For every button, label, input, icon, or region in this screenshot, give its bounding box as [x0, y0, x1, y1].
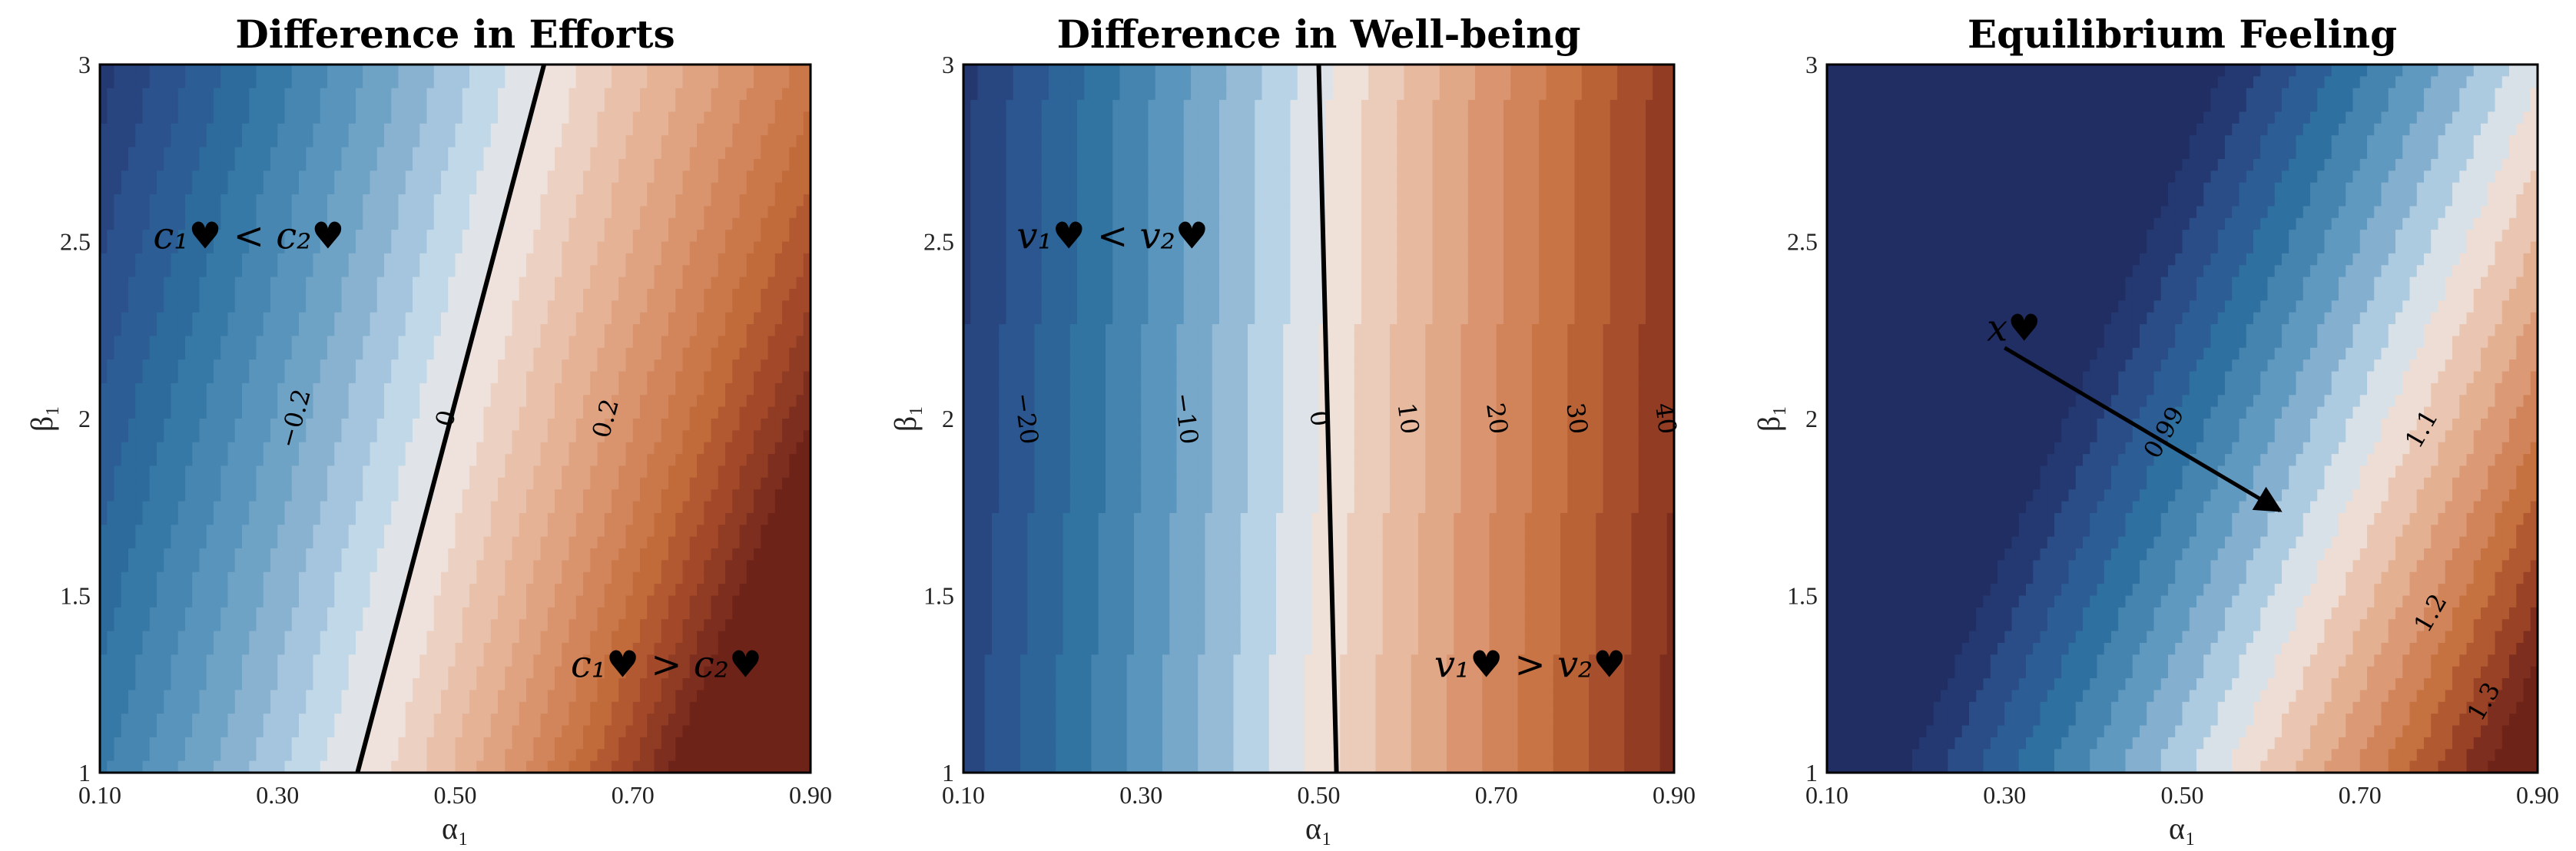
zero-contour-line: [355, 64, 547, 773]
chart-title: Equilibrium Feeling: [1968, 12, 2397, 57]
plot-frame: [98, 63, 812, 774]
y-tick-label: 1: [1805, 759, 1818, 786]
x-tick-label: 0.10: [78, 781, 121, 809]
y-tick-label: 1: [942, 759, 954, 786]
y-axis-label: β₁: [1752, 406, 1786, 432]
contour-label: 40: [1649, 401, 1683, 436]
y-tick-label: 1.5: [60, 582, 91, 610]
x-tick-label: 0.30: [1983, 781, 2026, 809]
contour-label: 20: [1480, 401, 1513, 436]
y-tick-label: 3: [942, 51, 954, 78]
x-tick-label: 0.70: [2339, 781, 2382, 809]
annotation: c₁♥ < c₂♥: [153, 215, 344, 258]
x-tick-label: 0.90: [1653, 781, 1696, 809]
x-tick-label: 0.50: [2161, 781, 2204, 809]
contour-label: −20: [1008, 391, 1044, 446]
x-axis-label: α₁: [1305, 811, 1332, 846]
annotation: c₁♥ > c₂♥: [571, 644, 762, 687]
direction-arrow: [2003, 346, 2283, 513]
x-tick-label: 0.90: [789, 781, 832, 809]
y-tick-label: 2.5: [60, 228, 91, 256]
x-tick-label: 0.70: [612, 781, 655, 809]
annotation: x♥: [1987, 307, 2041, 350]
annotation: v₁♥ > v₂♥: [1434, 644, 1626, 687]
y-tick-label: 1.5: [923, 582, 954, 610]
y-tick-label: 1: [78, 759, 91, 786]
chart-title: Difference in Efforts: [235, 12, 675, 57]
x-tick-label: 0.30: [256, 781, 299, 809]
x-tick-label: 0.10: [1805, 781, 1848, 809]
contour-fill: [1827, 65, 2538, 773]
panel-2: Difference in Well-being 0.10 0.30 0.50 0.70…: [888, 12, 1696, 846]
x-tick-label: 0.50: [434, 781, 477, 809]
x-axis-label: α₁: [442, 811, 469, 846]
chart-title: Difference in Well-being: [1057, 12, 1581, 57]
contour-label: 10: [1391, 401, 1424, 436]
x-tick-label: 0.70: [1475, 781, 1518, 809]
x-axis-label: α₁: [2169, 811, 2196, 846]
contour-label: 30: [1560, 401, 1593, 436]
zero-contour-line: [1316, 64, 1339, 773]
y-tick-label: 2.5: [1787, 228, 1818, 256]
y-tick-label: 1.5: [1787, 582, 1818, 610]
y-tick-label: 2: [1805, 405, 1818, 432]
plot-frame: [1825, 63, 2539, 774]
x-tick-label: 0.10: [942, 781, 985, 809]
y-axis-label: β₁: [25, 406, 59, 432]
y-tick-label: 2: [942, 405, 954, 432]
contour-label: −10: [1169, 391, 1205, 446]
annotation: v₁♥ < v₂♥: [1016, 215, 1208, 258]
x-tick-label: 0.50: [1298, 781, 1341, 809]
contour-fill: [100, 65, 811, 773]
y-axis-label: β₁: [888, 406, 923, 432]
y-tick-label: 3: [1805, 51, 1818, 78]
panel-1: Difference in Efforts 0.10 0.30 0.50 0.70 0.9…: [25, 12, 832, 846]
y-tick-label: 2.5: [923, 228, 954, 256]
plot-frame: [962, 63, 1676, 774]
y-tick-label: 3: [78, 51, 91, 78]
panel-3: Equilibrium Feeling 0.10 0.30 0.50 0.70 0.90 1…: [1752, 12, 2559, 846]
y-tick-label: 2: [78, 405, 91, 432]
x-tick-label: 0.30: [1119, 781, 1162, 809]
x-tick-label: 0.90: [2516, 781, 2559, 809]
